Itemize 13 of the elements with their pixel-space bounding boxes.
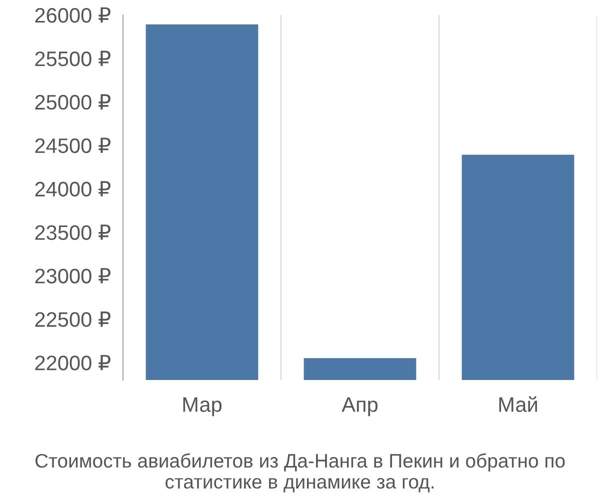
y-tick-label: 24500 ₽: [35, 138, 110, 154]
y-tick-label: 26000 ₽: [35, 7, 110, 23]
y-tick-label: 22500 ₽: [35, 312, 110, 327]
y-tick-label: 24000 ₽: [35, 181, 110, 197]
y-tick-label: 23500 ₽: [35, 224, 110, 240]
text: Стоимость авиабилетов из Да-Нанга в Пекин и обратно по статистике в динамике за год.: [35, 453, 565, 492]
y-tick-label: 25500 ₽: [35, 50, 110, 66]
x-tick-label: Апр: [342, 397, 378, 416]
y-tick-label: 23000 ₽: [35, 268, 110, 284]
x-tick-label: Мар: [183, 397, 222, 416]
y-tick-label: 22000 ₽: [35, 354, 110, 370]
y-tick-label: 25000 ₽: [35, 94, 110, 110]
x-tick-label: Май: [499, 396, 537, 412]
